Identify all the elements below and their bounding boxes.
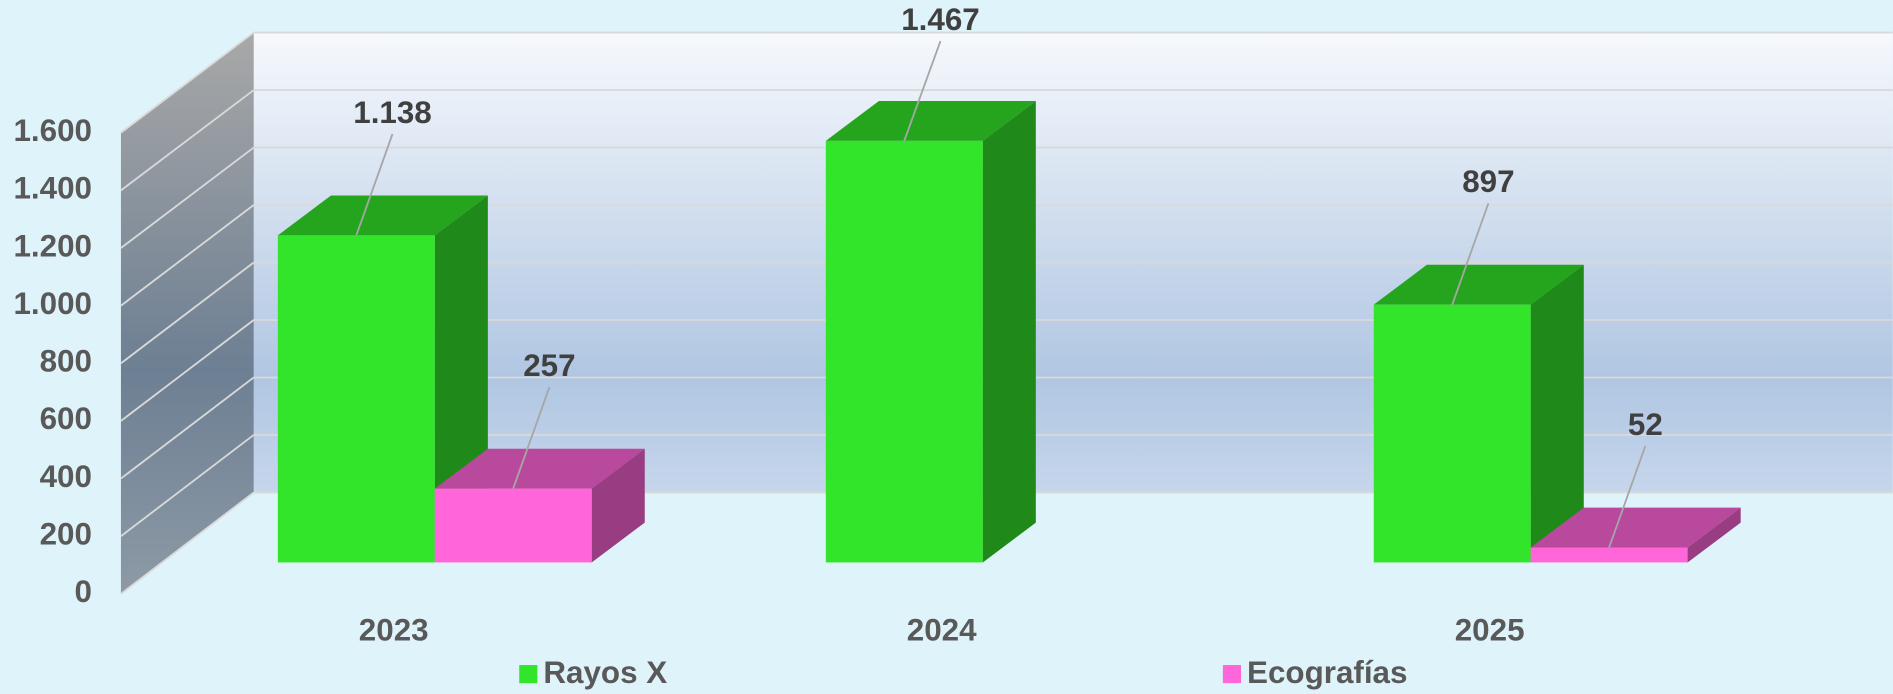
- data-label: 1.138: [353, 95, 432, 130]
- y-tick-label: 0: [75, 574, 92, 609]
- y-tick-label: 600: [40, 401, 92, 436]
- grid-line: [120, 319, 255, 422]
- leader-line: [512, 386, 551, 489]
- grid-line: [120, 376, 255, 480]
- bar-top: [434, 448, 645, 489]
- data-label: 257: [523, 348, 575, 383]
- y-tick-label: 200: [40, 516, 92, 551]
- data-label: 897: [1462, 164, 1514, 199]
- data-label: 52: [1628, 407, 1663, 442]
- bar: [434, 488, 592, 563]
- bar: [1373, 304, 1531, 563]
- leader-line: [355, 133, 394, 236]
- data-label: 1.467: [901, 2, 980, 37]
- grid-line: [120, 261, 255, 365]
- bar: [277, 235, 435, 563]
- bar-side: [1530, 264, 1584, 563]
- bar-top: [1373, 264, 1584, 305]
- grid-line: [120, 146, 255, 249]
- bar: [1530, 547, 1688, 563]
- grid-line: [120, 89, 255, 192]
- y-tick-label: 800: [40, 344, 92, 379]
- y-tick-label: 1.000: [13, 286, 92, 321]
- legend-swatch: [519, 665, 538, 684]
- y-tick-label: 400: [40, 459, 92, 494]
- legend-swatch: [1222, 665, 1241, 684]
- grid-line: [120, 204, 255, 307]
- x-tick-label: 2025: [1455, 613, 1525, 648]
- legend-label: Rayos X: [543, 655, 667, 690]
- bar-side: [1687, 507, 1741, 563]
- bar-top: [277, 195, 488, 236]
- y-tick-label: 1.400: [13, 171, 92, 206]
- grid-line: [120, 434, 255, 537]
- bar: [825, 140, 983, 563]
- bar-top: [825, 100, 1036, 141]
- x-tick-label: 2023: [359, 613, 429, 648]
- leader-line: [1608, 445, 1647, 548]
- leader-line: [903, 40, 942, 142]
- grid-line: [120, 491, 255, 595]
- legend-label: Ecografías: [1247, 655, 1407, 690]
- bar-side: [591, 448, 645, 563]
- bar-top: [1530, 507, 1741, 548]
- y-tick-label: 1.200: [13, 228, 92, 263]
- y-tick-label: 1.600: [13, 113, 92, 148]
- grid-line: [120, 31, 255, 134]
- x-tick-label: 2024: [907, 613, 977, 648]
- bar-side: [982, 100, 1036, 563]
- leader-line: [1451, 202, 1490, 305]
